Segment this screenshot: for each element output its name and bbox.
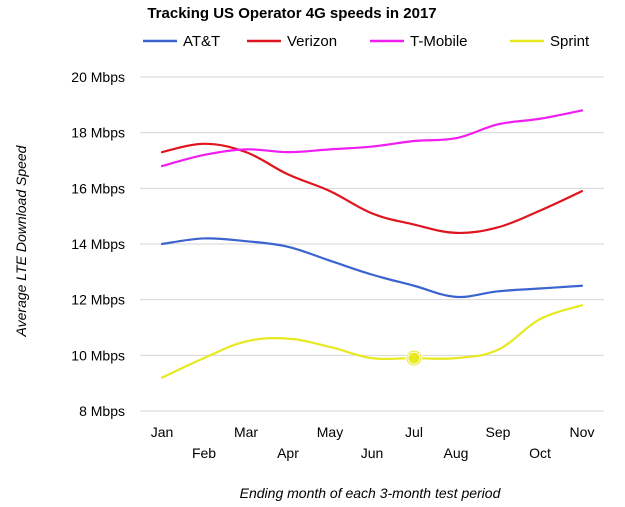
x-tick-label: Jul <box>405 424 423 440</box>
x-tick-label: Mar <box>234 424 258 440</box>
highlight-point-inner <box>410 354 418 363</box>
y-axis-label: Average LTE Download Speed <box>13 144 29 337</box>
y-tick-label: 20 Mbps <box>71 69 125 85</box>
series-line-t-mobile <box>160 109 584 168</box>
x-tick-label: Jan <box>151 424 174 440</box>
y-tick-label: 18 Mbps <box>71 125 125 141</box>
highlight-point-ring <box>407 351 421 365</box>
legend-label-t-mobile: T-Mobile <box>410 33 468 50</box>
x-tick-label: Nov <box>570 424 595 440</box>
series-markers <box>405 349 423 367</box>
y-tick-label: 16 Mbps <box>71 180 125 196</box>
y-tick-label: 12 Mbps <box>71 292 125 308</box>
series-line-at-t <box>160 237 584 299</box>
x-tick-label: May <box>317 424 343 440</box>
series-lines <box>160 109 584 379</box>
chart-title: Tracking US Operator 4G speeds in 2017 <box>147 5 436 22</box>
x-tick-label: Oct <box>529 445 551 461</box>
legend-label-at-t: AT&T <box>183 33 220 50</box>
x-tick-label: Sep <box>486 424 511 440</box>
x-tick-label: Jun <box>361 445 384 461</box>
series-line-sprint <box>160 304 584 379</box>
x-axis-label: Ending month of each 3-month test period <box>240 485 502 501</box>
x-axis-ticks: Jan Feb Mar Apr May Jun Jul Aug Sep Oct Nov <box>151 424 595 461</box>
x-tick-label: Feb <box>192 445 216 461</box>
x-tick-label: Apr <box>277 445 299 461</box>
y-tick-label: 10 Mbps <box>71 347 125 363</box>
y-tick-label: 8 Mbps <box>79 403 125 419</box>
series-line-verizon <box>160 142 584 235</box>
legend-label-sprint: Sprint <box>550 33 590 50</box>
y-axis-ticks: 8 Mbps 10 Mbps 12 Mbps 14 Mbps 16 Mbps 18 Mbp… <box>71 69 125 419</box>
gridlines <box>140 76 604 412</box>
legend-label-verizon: Verizon <box>287 33 337 50</box>
x-tick-label: Aug <box>444 445 469 461</box>
legend: AT&T Verizon T-Mobile Sprint <box>143 33 590 50</box>
y-tick-label: 14 Mbps <box>71 236 125 252</box>
